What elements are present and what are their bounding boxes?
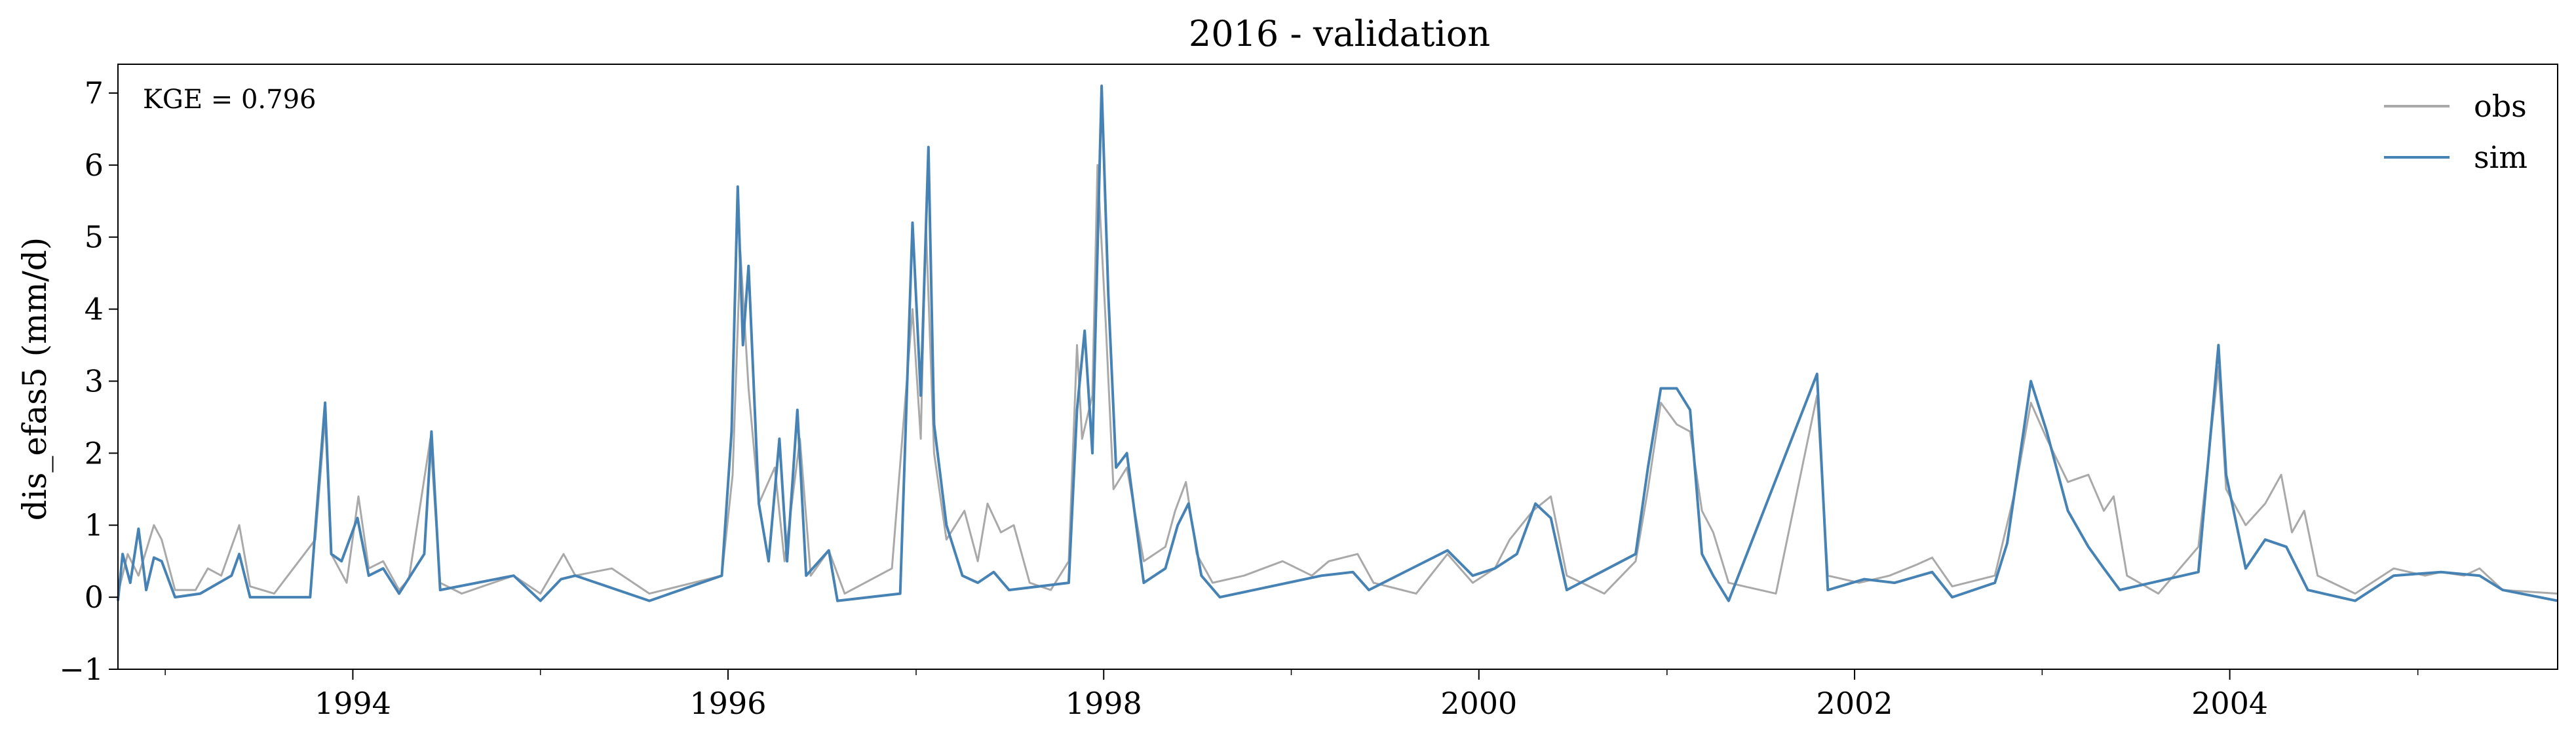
y-tick-label: 6 <box>85 147 104 183</box>
plot-background <box>118 64 2558 669</box>
legend-label-sim: sim <box>2474 140 2528 175</box>
y-axis-label: dis_efas5 (mm/d) <box>16 237 54 521</box>
x-tick-label: 1996 <box>689 686 766 721</box>
legend-label-obs: obs <box>2474 88 2527 124</box>
y-tick-label: 0 <box>85 579 104 615</box>
x-axis: 1994 1996 1998 2000 2002 2004 <box>164 669 2419 721</box>
y-tick-label: 7 <box>85 75 104 111</box>
y-tick-label: 5 <box>85 220 104 255</box>
series-layer <box>117 85 2558 602</box>
y-tick-label: 2 <box>85 435 104 471</box>
series-line-sim <box>117 85 2558 602</box>
y-tick-label: 1 <box>85 507 104 543</box>
x-tick-label: 2002 <box>1817 686 1893 721</box>
y-tick-label: −1 <box>59 652 104 687</box>
y-tick-label: 3 <box>85 363 104 399</box>
x-tick-label: 1994 <box>315 686 391 721</box>
plot-area <box>117 64 2558 670</box>
x-tick-label: 2000 <box>1440 686 1517 721</box>
y-tick-label: 4 <box>85 292 104 327</box>
x-tick-label: 2004 <box>2191 686 2268 721</box>
kge-annotation: KGE = 0.796 <box>143 85 317 115</box>
plot-frame <box>117 64 2558 670</box>
x-tick-label: 1998 <box>1066 686 1142 721</box>
legend: obs sim <box>2384 88 2528 175</box>
chart-title: 2016 - validation <box>1189 13 1490 54</box>
y-axis: −1 0 1 2 3 4 5 6 7 <box>59 75 118 687</box>
